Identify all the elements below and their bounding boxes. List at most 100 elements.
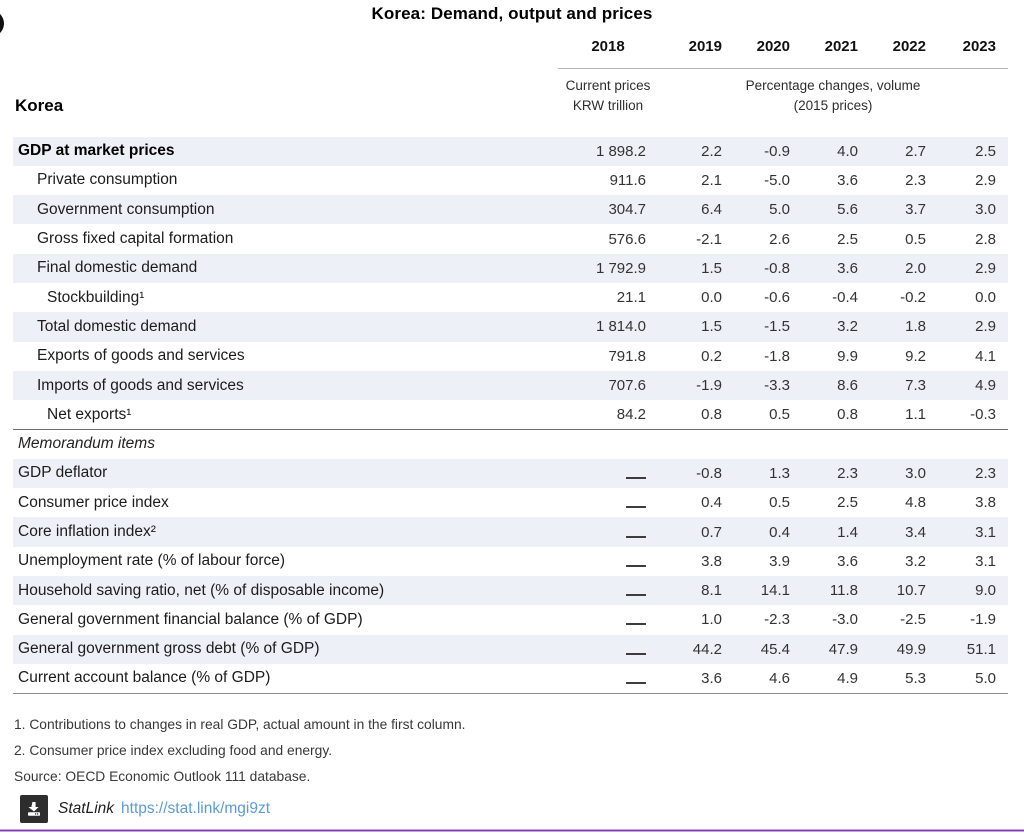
table-row: Final domestic demand 1 792.9 1.5 -0.8 3.6 2.… — [13, 253, 1008, 283]
row-label: Consumer price index — [18, 493, 169, 511]
row-label: Total domestic demand — [37, 317, 197, 335]
cell-value: -0.3 — [970, 406, 996, 424]
table-row: Private consumption 911.6 2.1 -5.0 3.6 2.3 2.9 — [13, 166, 1008, 195]
cell-value: -2.1 — [696, 230, 722, 248]
cell-value — [558, 488, 658, 517]
cell-value — [558, 459, 658, 488]
cell-value: 4.1 — [975, 347, 996, 365]
cell-value: 3.2 — [905, 552, 926, 570]
row-label: Private consumption — [37, 171, 178, 189]
download-icon[interactable] — [20, 795, 48, 823]
row-label: Current account balance (% of GDP) — [13, 663, 558, 694]
cell-value: 3.1 — [975, 552, 996, 570]
row-label: Exports of goods and services — [37, 347, 245, 365]
no-data-dash — [626, 506, 646, 509]
year-header-row: 2018 2019 2020 2021 2022 2023 — [13, 32, 1008, 69]
no-data-dash — [626, 652, 646, 655]
unit-label-current-prices: Current prices KRW trillion — [565, 78, 651, 114]
cell-value: -1.9 — [696, 377, 722, 395]
table-row: Current account balance (% of GDP) 3.6 4.6… — [13, 663, 1008, 694]
table-row: Core inflation index² 0.7 0.4 1.4 3.4 3.1 — [13, 517, 1008, 547]
cell-value — [558, 547, 658, 576]
cell-value: -2.5 — [900, 611, 926, 629]
source-line: Source: OECD Economic Outlook 111 databa… — [14, 769, 311, 784]
cell-value — [558, 663, 658, 694]
no-data-dash — [626, 594, 646, 597]
cell-value: 1.5 — [701, 318, 722, 336]
cell-value: 84.2 — [616, 406, 646, 424]
cell-value: -0.8 — [764, 259, 790, 277]
cell-value: 3.6 — [837, 171, 858, 189]
cell-value — [558, 576, 658, 605]
table-row: General government gross debt (% of GDP)… — [13, 634, 1008, 664]
cell-value — [558, 517, 658, 546]
cell-value: 0.4 — [769, 523, 790, 541]
cell-value: -5.0 — [764, 171, 790, 189]
year-header: 2019 — [658, 32, 726, 69]
statlink-url[interactable]: https://stat.link/mgi9zt — [121, 800, 271, 817]
row-label: Government consumption — [37, 200, 215, 218]
cell-value: 3.0 — [975, 201, 996, 219]
row-label: Memorandum items — [13, 428, 1008, 459]
korea-outlook-table: 2018 2019 2020 2021 2022 2023 Korea Curr… — [13, 32, 1008, 694]
table-row: GDP deflator -0.8 1.3 2.3 3.0 2.3 — [13, 458, 1008, 489]
cell-value: 0.5 — [769, 406, 790, 424]
cell-value: 0.5 — [905, 230, 926, 248]
year-header: 2020 — [726, 32, 794, 69]
row-label: Final domestic demand — [37, 259, 198, 277]
cell-value: 3.7 — [905, 201, 926, 219]
cell-value: 5.0 — [769, 201, 790, 219]
table-row: General government financial balance (% … — [13, 605, 1008, 634]
cell-value: 0.0 — [701, 289, 722, 307]
cell-value: 1.8 — [905, 318, 926, 336]
table-row: Exports of goods and services 791.8 0.2 -1.… — [13, 342, 1008, 371]
cell-value: 0.8 — [701, 406, 722, 424]
row-label: GDP at market prices — [18, 142, 175, 160]
cell-value: 3.1 — [975, 523, 996, 541]
cell-value: 791.8 — [608, 347, 646, 365]
cell-value: 8.6 — [837, 377, 858, 395]
row-label: Stockbuilding¹ — [47, 288, 145, 306]
cell-value: 4.9 — [794, 663, 862, 694]
cell-value: 3.8 — [975, 494, 996, 512]
cell-value: -1.9 — [970, 611, 996, 629]
row-label: GDP deflator — [18, 464, 108, 482]
cell-value: 8.1 — [701, 582, 722, 600]
cell-value: 51.1 — [966, 640, 996, 658]
cell-value: 11.8 — [829, 582, 858, 600]
year-header: 2018 — [558, 32, 658, 69]
cell-value: 911.6 — [609, 171, 646, 189]
cell-value: 2.2 — [701, 142, 722, 160]
cell-value: -0.2 — [900, 289, 926, 307]
cell-value: 1 814.0 — [595, 318, 646, 336]
cell-value: -0.8 — [696, 464, 722, 482]
cell-value: 1.3 — [769, 464, 790, 482]
cell-value: 2.8 — [975, 230, 996, 248]
no-data-dash — [626, 564, 646, 567]
cell-value: 2.1 — [701, 171, 722, 189]
year-header: 2023 — [930, 32, 1008, 69]
cell-value: 3.4 — [905, 523, 926, 541]
table-row: GDP at market prices 1 898.2 2.2 -0.9 4.0 2.7… — [13, 136, 1008, 166]
cell-value: 2.3 — [837, 464, 858, 482]
year-header: 2021 — [794, 32, 862, 69]
cell-value: 9.2 — [905, 347, 926, 365]
cell-value: -0.6 — [764, 289, 790, 307]
row-label: General government financial balance (% … — [18, 610, 363, 628]
footnotes-block: 1. Contributions to changes in real GDP,… — [14, 712, 1004, 790]
cell-value: 3.6 — [837, 552, 858, 570]
cell-value: 4.0 — [837, 142, 858, 160]
table-row: Unemployment rate (% of labour force) 3.8… — [13, 547, 1008, 576]
row-label: Imports of goods and services — [37, 376, 244, 394]
no-data-dash — [626, 623, 646, 626]
no-data-dash — [626, 535, 646, 538]
no-data-dash — [626, 476, 646, 479]
statlink-row: StatLink https://stat.link/mgi9zt — [20, 795, 270, 823]
cell-value: 1 898.2 — [595, 142, 646, 160]
cell-value: -3.0 — [832, 611, 858, 629]
footnote-2: 2. Consumer price index excluding food a… — [14, 743, 333, 758]
cell-value: 2.9 — [975, 259, 996, 277]
cell-value: 5.3 — [862, 663, 930, 694]
footnote-1: 1. Contributions to changes in real GDP,… — [14, 717, 466, 732]
cell-value: -2.3 — [764, 611, 790, 629]
